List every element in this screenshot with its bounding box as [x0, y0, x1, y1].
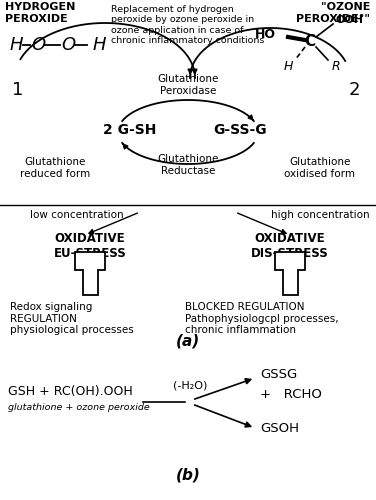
Text: O: O	[61, 36, 75, 54]
Text: OXIDATIVE
DIS-STRESS: OXIDATIVE DIS-STRESS	[251, 232, 329, 260]
Text: OXIDATIVE
EU-STRESS: OXIDATIVE EU-STRESS	[54, 232, 126, 260]
Polygon shape	[75, 252, 105, 295]
Text: R: R	[332, 60, 341, 74]
Text: glutathione + ozone peroxide: glutathione + ozone peroxide	[8, 404, 150, 412]
Text: OOH: OOH	[335, 15, 363, 25]
Text: Glutathione
Peroxidase: Glutathione Peroxidase	[157, 74, 219, 96]
Text: 2 G-SH: 2 G-SH	[103, 123, 157, 137]
Text: H: H	[10, 36, 23, 54]
Text: H: H	[283, 60, 293, 74]
Text: GSH + RC(OH).OOH: GSH + RC(OH).OOH	[8, 386, 133, 398]
Text: +   RCHO: + RCHO	[260, 388, 322, 402]
Text: Glutathione
reduced form: Glutathione reduced form	[20, 157, 90, 179]
Text: GSOH: GSOH	[260, 422, 299, 434]
Text: C: C	[305, 34, 315, 50]
Text: Glutathione
oxidised form: Glutathione oxidised form	[285, 157, 355, 179]
Text: H: H	[93, 36, 106, 54]
Text: (-H₂O): (-H₂O)	[173, 381, 207, 391]
Text: Redox signaling
REGULATION
physiological processes: Redox signaling REGULATION physiological…	[10, 302, 134, 335]
Text: O: O	[31, 36, 45, 54]
Text: high concentration: high concentration	[271, 210, 370, 220]
Text: "OZONE
PEROXIDE°": "OZONE PEROXIDE°"	[296, 2, 370, 24]
Text: HYDROGEN
PEROXIDE: HYDROGEN PEROXIDE	[5, 2, 75, 24]
Text: low concentration: low concentration	[30, 210, 124, 220]
Text: HO: HO	[255, 28, 276, 40]
Text: (a): (a)	[176, 333, 200, 348]
Text: Glutathione
Reductase: Glutathione Reductase	[157, 154, 219, 176]
Text: 1: 1	[12, 81, 23, 99]
Text: BLOCKED REGULATION
Pathophysiologcpl processes,
chronic inflammation: BLOCKED REGULATION Pathophysiologcpl pro…	[185, 302, 339, 335]
Text: GSSG: GSSG	[260, 368, 297, 382]
Text: Replacement of hydrogen
peroxide by ozone peroxide in
ozone application in case : Replacement of hydrogen peroxide by ozon…	[111, 5, 265, 45]
Text: (b): (b)	[176, 467, 200, 482]
Polygon shape	[275, 252, 305, 295]
Text: 2: 2	[349, 81, 360, 99]
Text: G-SS-G: G-SS-G	[213, 123, 267, 137]
